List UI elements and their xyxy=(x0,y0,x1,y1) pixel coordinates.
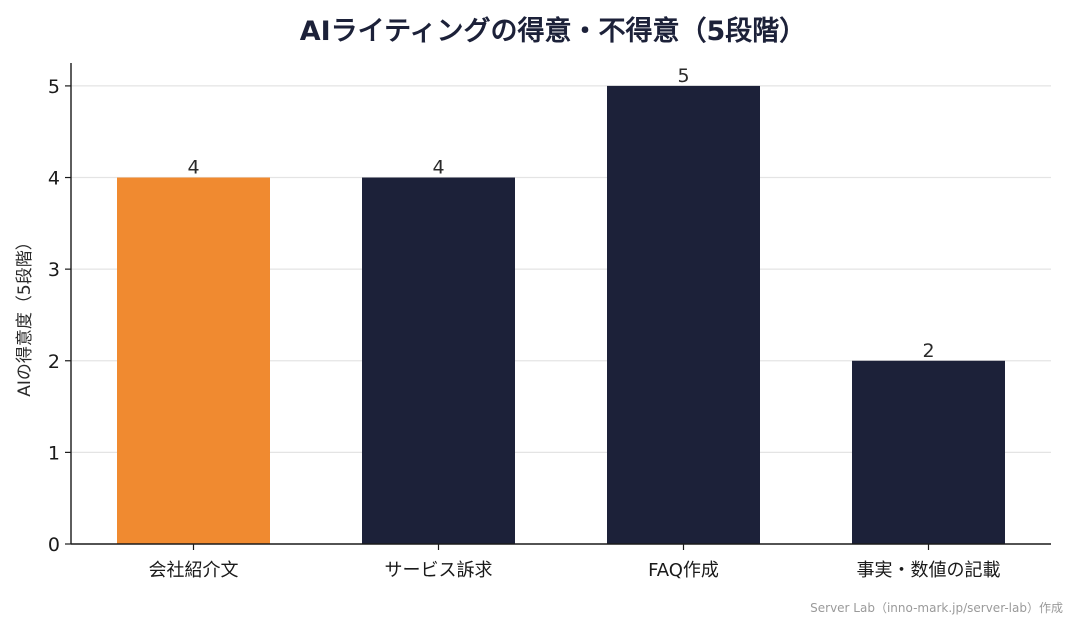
x-tick-label: 事実・数値の記載 xyxy=(857,560,1001,581)
y-tick-label: 1 xyxy=(48,442,60,464)
data-label: 5 xyxy=(677,65,689,87)
chart-title: AIライティングの得意・不得意（5段階） xyxy=(300,15,807,47)
bar xyxy=(852,360,1005,544)
bars: 4 4 5 2 xyxy=(117,65,1005,545)
y-tick-label: 3 xyxy=(48,259,60,281)
bar xyxy=(607,85,760,545)
y-tick-label: 2 xyxy=(48,351,60,373)
bar xyxy=(117,177,270,544)
data-label: 2 xyxy=(922,340,934,362)
data-label: 4 xyxy=(432,157,444,179)
data-label: 4 xyxy=(187,157,199,179)
axes: 0 1 2 3 4 5 会社紹介文 サービス訴求 FAQ作成 事実・数値の記載 xyxy=(48,63,1051,581)
y-axis-title: AIの得意度（5段階） xyxy=(15,233,35,396)
y-tick-label: 0 xyxy=(48,534,60,556)
y-tick-label: 4 xyxy=(48,168,60,190)
x-tick-label: サービス訴求 xyxy=(385,560,493,581)
footer-credit: Server Lab（inno-mark.jp/server-lab）作成 xyxy=(810,601,1063,615)
x-tick-label: FAQ作成 xyxy=(648,560,719,581)
y-tick-label: 5 xyxy=(48,76,60,98)
bar xyxy=(362,177,515,544)
x-tick-label: 会社紹介文 xyxy=(149,560,239,581)
